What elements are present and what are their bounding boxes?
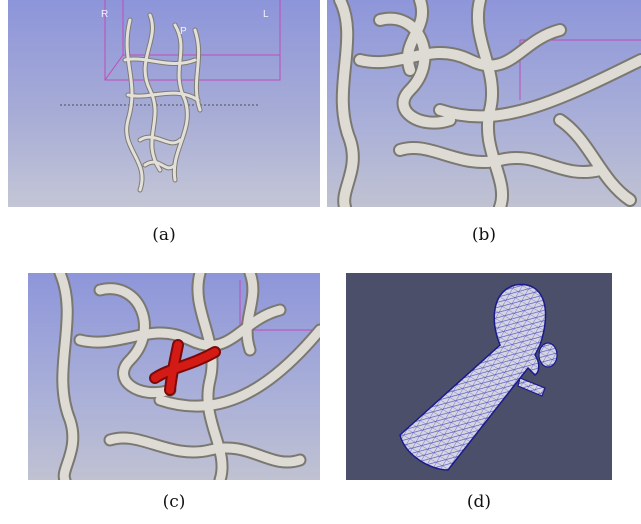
caption: (d) xyxy=(467,492,491,512)
caption: (a) xyxy=(152,225,175,245)
orientation-label: L xyxy=(263,9,269,20)
orientation-label: R xyxy=(101,9,108,20)
panel-a-image xyxy=(8,0,320,207)
panel-c-image xyxy=(28,273,320,480)
panel-b-image xyxy=(327,0,641,207)
orientation-label: P xyxy=(180,26,187,37)
panel-d-image xyxy=(346,273,612,480)
caption: (c) xyxy=(163,492,186,512)
figure: R L P (a) (b) (c) (d) xyxy=(0,0,641,520)
caption: (b) xyxy=(472,225,496,245)
